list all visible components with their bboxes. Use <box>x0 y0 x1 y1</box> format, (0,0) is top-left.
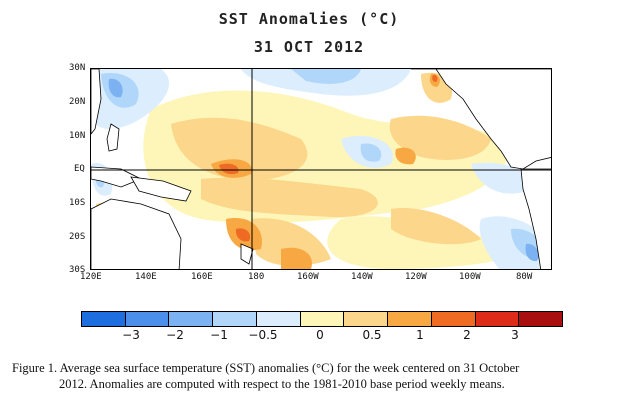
lon-label-160e: 160E <box>191 272 213 282</box>
colorbar-label-3: 3 <box>511 328 519 342</box>
lon-label-140e: 140E <box>135 272 157 282</box>
colorbar-label-1: 1 <box>416 328 424 342</box>
colorbar <box>81 311 563 327</box>
colorbar-segment <box>256 312 301 326</box>
lat-label-10s: 10S <box>69 198 86 208</box>
land-masses <box>91 69 551 269</box>
colorbar-label-0: 0 <box>316 328 324 342</box>
colorbar-label-neg2: −2 <box>166 328 184 342</box>
new-zealand <box>240 243 254 265</box>
colorbar-segment <box>125 312 170 326</box>
lat-label-eq: EQ <box>74 164 85 174</box>
sst-anomaly-map <box>90 68 552 270</box>
colorbar-segment <box>169 312 214 326</box>
south-america <box>520 168 551 269</box>
lon-label-140w: 140W <box>351 272 373 282</box>
colorbar-segment <box>344 312 389 326</box>
lon-label-100w: 100W <box>459 272 481 282</box>
lat-label-30s: 30S <box>69 265 86 275</box>
colorbar-label-neg0.5: −0.5 <box>248 328 278 342</box>
colorbar-segment <box>82 312 126 326</box>
colorbar-segment <box>388 312 432 326</box>
anomaly-band-neg2-neg1 <box>108 78 539 262</box>
lon-label-180: 180 <box>248 272 265 282</box>
caption-line-1: Figure 1. Average sea surface temperatur… <box>12 361 520 375</box>
colorbar-segment <box>300 312 345 326</box>
colorbar-label-0.5: 0.5 <box>362 328 382 342</box>
lon-label-120w: 120W <box>405 272 427 282</box>
new-guinea <box>130 176 192 202</box>
australia <box>91 198 182 269</box>
caption-line-2: 2012. Anomalies are computed with respec… <box>59 377 505 391</box>
lat-label-30n: 30N <box>69 63 86 73</box>
borneo-indonesia <box>91 166 142 188</box>
anomaly-band-0.5-1 <box>96 72 491 266</box>
asia-coast <box>91 69 102 135</box>
lon-label-80w: 80W <box>516 272 533 282</box>
americas-north <box>411 69 551 170</box>
philippines <box>106 123 120 152</box>
lat-label-20s: 20S <box>69 232 86 242</box>
anomaly-band-2-3 <box>219 74 438 242</box>
map-svg <box>91 69 551 269</box>
colorbar-segment <box>519 312 563 326</box>
map-title: SST Anomalies (°C) <box>218 10 400 28</box>
lon-label-160w: 160W <box>297 272 319 282</box>
lat-label-10n: 10N <box>69 131 86 141</box>
lat-label-20n: 20N <box>69 97 86 107</box>
colorbar-label-neg1: −1 <box>210 328 228 342</box>
figure-caption: Figure 1. Average sea surface temperatur… <box>12 360 612 392</box>
colorbar-label-2: 2 <box>463 328 471 342</box>
colorbar-segment <box>431 312 476 326</box>
colorbar-label-neg3: −3 <box>122 328 140 342</box>
map-date: 31 OCT 2012 <box>253 38 365 56</box>
colorbar-segment <box>213 312 257 326</box>
lon-label-120e: 120E <box>80 272 102 282</box>
colorbar-segment <box>475 312 520 326</box>
